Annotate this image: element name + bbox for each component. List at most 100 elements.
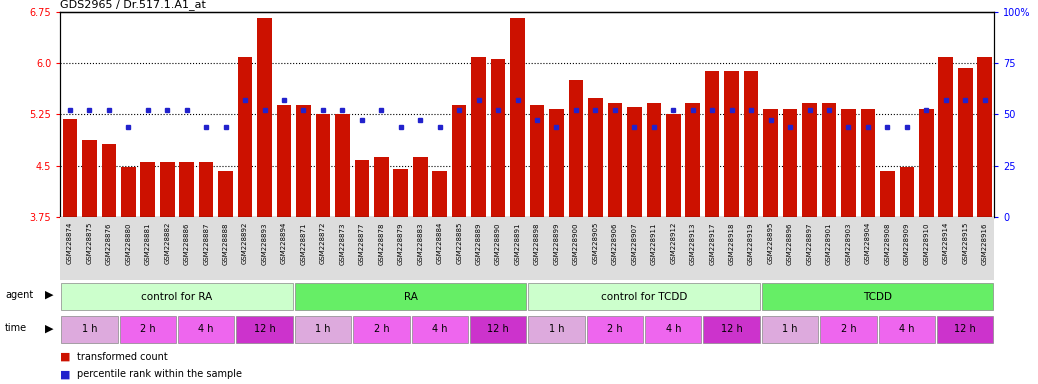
Text: 2 h: 2 h: [140, 324, 156, 334]
Text: GSM228889: GSM228889: [475, 222, 482, 265]
Bar: [704, 316, 760, 343]
Bar: [511, 18, 525, 217]
Bar: [627, 108, 641, 217]
Text: GSM228897: GSM228897: [807, 222, 813, 265]
Bar: [470, 316, 526, 343]
Bar: [238, 57, 252, 217]
Text: GSM228887: GSM228887: [203, 222, 210, 265]
Text: GSM228879: GSM228879: [398, 222, 404, 265]
Text: GSM228877: GSM228877: [359, 222, 365, 265]
Bar: [569, 80, 583, 217]
Text: ▶: ▶: [45, 290, 53, 300]
Text: 2 h: 2 h: [841, 324, 856, 334]
Bar: [549, 109, 564, 217]
Bar: [937, 316, 993, 343]
Bar: [529, 105, 544, 217]
Text: 2 h: 2 h: [607, 324, 623, 334]
Text: ■: ■: [60, 369, 71, 379]
Text: GSM228893: GSM228893: [262, 222, 268, 265]
Bar: [355, 160, 370, 217]
Bar: [607, 103, 622, 217]
Text: GSM228882: GSM228882: [164, 222, 170, 265]
Text: GSM228880: GSM228880: [126, 222, 132, 265]
Text: percentile rank within the sample: percentile rank within the sample: [77, 369, 242, 379]
Text: 12 h: 12 h: [487, 324, 509, 334]
Text: 4 h: 4 h: [432, 324, 447, 334]
Text: 1 h: 1 h: [783, 324, 798, 334]
Bar: [102, 144, 116, 217]
Bar: [938, 57, 953, 217]
Text: GSM228895: GSM228895: [767, 222, 773, 265]
Bar: [878, 316, 935, 343]
Text: GSM228896: GSM228896: [787, 222, 793, 265]
Text: GSM228874: GSM228874: [66, 222, 73, 265]
Text: GSM228915: GSM228915: [962, 222, 968, 265]
Bar: [645, 316, 702, 343]
Text: GSM228881: GSM228881: [144, 222, 151, 265]
Text: GSM228910: GSM228910: [923, 222, 929, 265]
Text: 1 h: 1 h: [549, 324, 565, 334]
Bar: [841, 109, 855, 217]
Bar: [82, 139, 97, 217]
Bar: [61, 316, 117, 343]
Bar: [861, 109, 875, 217]
Text: transformed count: transformed count: [77, 352, 167, 362]
Text: GSM228901: GSM228901: [826, 222, 832, 265]
Text: ▶: ▶: [45, 323, 53, 333]
Text: GSM228900: GSM228900: [573, 222, 579, 265]
Bar: [177, 316, 235, 343]
Bar: [647, 103, 661, 217]
Text: control for TCDD: control for TCDD: [601, 291, 687, 302]
Text: GSM228899: GSM228899: [553, 222, 559, 265]
Text: GSM228919: GSM228919: [748, 222, 755, 265]
Text: GSM228885: GSM228885: [456, 222, 462, 265]
Bar: [762, 316, 818, 343]
Bar: [62, 119, 77, 217]
Bar: [257, 18, 272, 217]
Bar: [820, 316, 877, 343]
Bar: [353, 316, 410, 343]
Bar: [199, 162, 214, 217]
Text: GSM228892: GSM228892: [242, 222, 248, 265]
Text: GSM228888: GSM228888: [222, 222, 228, 265]
Bar: [413, 157, 428, 217]
Bar: [783, 109, 797, 217]
Text: GSM228917: GSM228917: [709, 222, 715, 265]
Bar: [119, 316, 176, 343]
Text: GSM228878: GSM228878: [378, 222, 384, 265]
Bar: [900, 167, 914, 217]
Text: GSM228908: GSM228908: [884, 222, 891, 265]
Bar: [335, 114, 350, 217]
Text: GSM228918: GSM228918: [729, 222, 735, 265]
Text: GSM228871: GSM228871: [300, 222, 306, 265]
Bar: [295, 283, 526, 310]
Text: GSM228875: GSM228875: [86, 222, 92, 265]
Text: GSM228913: GSM228913: [689, 222, 695, 265]
Bar: [180, 162, 194, 217]
Text: 2 h: 2 h: [374, 324, 389, 334]
Bar: [433, 171, 447, 217]
Text: GSM228909: GSM228909: [904, 222, 910, 265]
Text: GSM228873: GSM228873: [339, 222, 346, 265]
Bar: [589, 98, 603, 217]
Bar: [958, 68, 973, 217]
Bar: [666, 114, 681, 217]
Bar: [763, 109, 777, 217]
Bar: [160, 162, 174, 217]
Text: control for RA: control for RA: [141, 291, 213, 302]
Bar: [802, 103, 817, 217]
Text: ■: ■: [60, 352, 71, 362]
Bar: [528, 316, 584, 343]
Text: GSM228898: GSM228898: [534, 222, 540, 265]
Bar: [880, 171, 895, 217]
Text: 12 h: 12 h: [954, 324, 976, 334]
Text: GSM228886: GSM228886: [184, 222, 190, 265]
Text: time: time: [5, 323, 27, 333]
Text: GSM228912: GSM228912: [671, 222, 677, 265]
Text: GSM228914: GSM228914: [943, 222, 949, 265]
Bar: [316, 114, 330, 217]
Bar: [491, 60, 506, 217]
Text: 4 h: 4 h: [899, 324, 914, 334]
Bar: [978, 57, 992, 217]
Text: GSM228903: GSM228903: [845, 222, 851, 265]
